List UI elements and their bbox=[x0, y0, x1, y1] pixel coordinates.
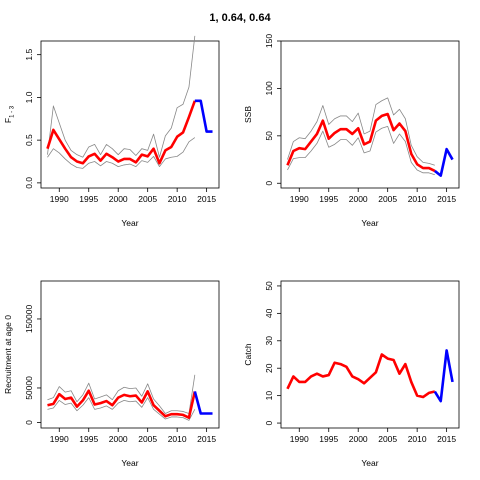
x-tick-label: 1990 bbox=[50, 194, 69, 204]
x-tick-label: 1995 bbox=[319, 194, 338, 204]
y-axis-label: SSB bbox=[243, 106, 253, 123]
y-axis-label: F1 - 3 bbox=[3, 105, 16, 123]
y-tick-label: 100 bbox=[264, 81, 274, 95]
y-tick-label: 20 bbox=[264, 363, 274, 373]
x-tick-label: 1995 bbox=[79, 434, 98, 444]
x-tick-label: 2005 bbox=[378, 194, 397, 204]
y-tick-label: 50000 bbox=[24, 376, 34, 400]
y-tick-label: 0 bbox=[24, 420, 34, 425]
series-estimate-line bbox=[286, 353, 436, 399]
series-upper-line bbox=[287, 97, 435, 166]
x-tick-label: 2000 bbox=[109, 434, 128, 444]
plot-frame bbox=[280, 280, 460, 429]
y-axis-label: Recruitment at age 0 bbox=[3, 315, 13, 394]
x-axis-label: Year bbox=[121, 458, 138, 468]
series-upper-line bbox=[47, 374, 196, 414]
panel-f: 1990 1995 2000 2005 2010 2015 0.0 0.5 1.0 1.5 Year… bbox=[3, 35, 220, 228]
series-estimate-line bbox=[47, 389, 197, 419]
y-tick-label: 1.5 bbox=[24, 48, 34, 60]
x-tick-label: 2000 bbox=[109, 194, 128, 204]
y-tick-label: 150 bbox=[264, 34, 274, 48]
x-tick-label: 2015 bbox=[437, 194, 456, 204]
x-tick-label: 2000 bbox=[349, 434, 368, 444]
series-lower-line bbox=[287, 125, 435, 176]
x-tick-label: 1990 bbox=[290, 194, 309, 204]
series-lower-line bbox=[47, 137, 196, 169]
series-forecast-line bbox=[433, 349, 454, 403]
y-tick-label: 10 bbox=[264, 391, 274, 401]
series-upper-line bbox=[47, 35, 196, 158]
y-axis-label-main: Catch bbox=[243, 343, 253, 365]
series-estimate-line bbox=[286, 112, 436, 173]
panel-catch: 1990 1995 2000 2005 2010 2015 0 10 20 30 40 50 Year C… bbox=[243, 280, 460, 468]
y-axis-label-subscript: 1 - 3 bbox=[10, 105, 16, 118]
x-tick-label: 2015 bbox=[197, 434, 216, 444]
x-tick-label: 2015 bbox=[437, 434, 456, 444]
series-estimate-line bbox=[46, 100, 197, 165]
x-tick-label: 2005 bbox=[138, 194, 157, 204]
series-forecast-line bbox=[434, 147, 454, 177]
x-tick-label: 2015 bbox=[197, 194, 216, 204]
plot-frame bbox=[40, 40, 220, 189]
x-axis-label: Year bbox=[361, 218, 378, 228]
y-tick-label: 0.5 bbox=[24, 134, 34, 146]
y-tick-label: 30 bbox=[264, 336, 274, 346]
y-tick-label: 40 bbox=[264, 308, 274, 318]
series-forecast-line bbox=[194, 99, 213, 133]
x-tick-label: 2000 bbox=[349, 194, 368, 204]
y-tick-label: 0 bbox=[264, 420, 274, 425]
y-tick-label: 1.0 bbox=[24, 91, 34, 103]
y-tick-label: 0 bbox=[264, 181, 274, 186]
x-axis-label: Year bbox=[121, 218, 138, 228]
x-tick-label: 2010 bbox=[408, 434, 427, 444]
y-tick-label: 50 bbox=[264, 131, 274, 141]
y-tick-label: 150000 bbox=[24, 305, 34, 334]
plot-frame bbox=[40, 280, 220, 429]
x-tick-label: 2010 bbox=[408, 194, 427, 204]
x-tick-label: 2010 bbox=[168, 434, 187, 444]
x-axis-label: Year bbox=[361, 458, 378, 468]
panel-ssb: 1990 1995 2000 2005 2010 2015 0 50 100 150 Year SSB bbox=[243, 34, 460, 228]
figure-title: 1, 0.64, 0.64 bbox=[209, 12, 271, 24]
x-tick-label: 2005 bbox=[378, 434, 397, 444]
series-lower-line bbox=[47, 397, 196, 421]
panel-recruitment: 1990 1995 2000 2005 2010 2015 0 50000 150000 Year… bbox=[3, 280, 220, 468]
y-axis-label-main: Recruitment at age 0 bbox=[3, 315, 13, 394]
y-axis-label: Catch bbox=[243, 343, 253, 365]
series-forecast-line bbox=[193, 391, 213, 415]
x-tick-label: 2005 bbox=[138, 434, 157, 444]
plot-frame bbox=[280, 40, 460, 189]
y-tick-label: 50 bbox=[264, 281, 274, 291]
x-tick-label: 1990 bbox=[290, 434, 309, 444]
x-tick-label: 1990 bbox=[50, 434, 69, 444]
x-tick-label: 2010 bbox=[168, 194, 187, 204]
x-tick-label: 1995 bbox=[79, 194, 98, 204]
x-tick-label: 1995 bbox=[319, 434, 338, 444]
y-tick-label: 0.0 bbox=[24, 177, 34, 189]
y-axis-label-main: F bbox=[3, 118, 13, 123]
y-axis-label-main: SSB bbox=[243, 106, 253, 123]
